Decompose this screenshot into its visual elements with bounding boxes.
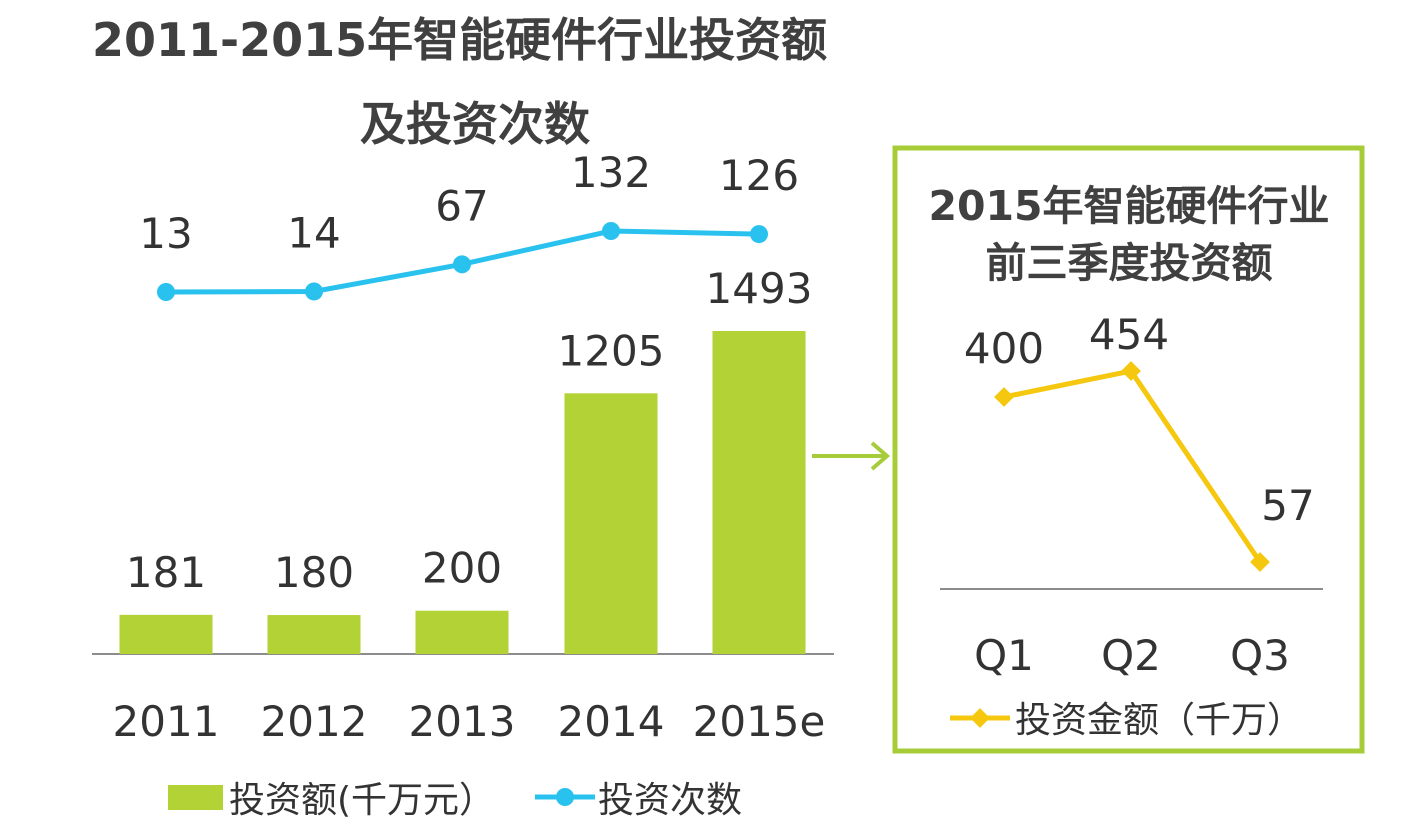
inset-x-tick-label: Q3 [1230, 631, 1290, 680]
legend-label-bar: 投资额(千万元） [229, 780, 495, 821]
investment-value-label: 454 [1089, 310, 1169, 359]
inset-title-line2: 前三季度投资额 [986, 239, 1273, 287]
bar [712, 331, 806, 654]
legend-marker-count [556, 788, 574, 806]
chart-title-line2: 及投资次数 [360, 97, 590, 151]
legend-label-count: 投资次数 [598, 780, 742, 821]
investment-point [1250, 552, 1270, 572]
investment-point [1121, 361, 1141, 381]
count-value-label: 13 [139, 209, 192, 258]
bar [267, 615, 361, 654]
bar [415, 610, 509, 654]
count-point [157, 283, 175, 301]
count-value-label: 67 [435, 181, 488, 230]
investment-value-label: 400 [964, 324, 1044, 373]
bar-value-label: 181 [126, 548, 206, 597]
investment-value-label: 57 [1261, 481, 1314, 530]
bar-value-label: 200 [422, 544, 502, 593]
investment-line [1003, 368, 1263, 564]
x-tick-label: 2012 [261, 697, 368, 746]
inset-title-line1: 2015年智能硬件行业 [928, 182, 1329, 230]
count-point [602, 222, 620, 240]
bar-value-label: 180 [274, 548, 354, 597]
x-tick-label: 2015e [693, 697, 826, 746]
chart-title-line1: 2011-2015年智能硬件行业投资额 [92, 13, 828, 67]
count-point [453, 255, 471, 274]
inset-legend-label: 投资金额（千万） [1015, 700, 1303, 741]
connector-arrow-head [870, 441, 891, 471]
count-point [305, 282, 323, 301]
bar-value-label: 1205 [558, 326, 665, 375]
count-point [750, 225, 768, 244]
bar [564, 393, 658, 654]
inset-x-tick-label: Q2 [1101, 631, 1161, 680]
inset-x-tick-label: Q1 [974, 631, 1034, 680]
inset-frame [892, 145, 1365, 754]
count-value-label: 132 [571, 148, 651, 197]
legend-swatch-bar [168, 785, 223, 810]
x-tick-label: 2011 [113, 697, 220, 746]
x-tick-label: 2014 [558, 697, 665, 746]
inset-legend-marker [970, 708, 990, 728]
bar [119, 614, 213, 654]
bar-value-label: 1493 [706, 264, 813, 313]
count-value-label: 126 [719, 151, 799, 200]
count-value-label: 14 [287, 208, 340, 257]
x-tick-label: 2013 [409, 697, 516, 746]
investment-point [994, 387, 1014, 407]
